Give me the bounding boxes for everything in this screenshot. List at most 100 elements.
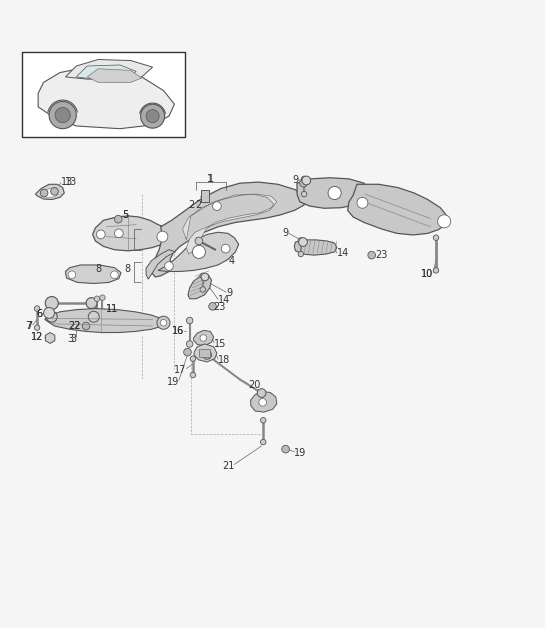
Polygon shape xyxy=(183,194,277,254)
Text: 19: 19 xyxy=(294,448,306,458)
Text: 11: 11 xyxy=(106,303,118,313)
Circle shape xyxy=(259,399,267,406)
Circle shape xyxy=(301,192,307,197)
Circle shape xyxy=(300,180,307,187)
Text: 23: 23 xyxy=(214,303,226,313)
Circle shape xyxy=(51,188,58,195)
Circle shape xyxy=(433,235,439,241)
Circle shape xyxy=(200,335,207,341)
Text: 6: 6 xyxy=(37,309,43,319)
Circle shape xyxy=(261,418,266,423)
Circle shape xyxy=(213,202,221,210)
Bar xyxy=(201,190,209,202)
Circle shape xyxy=(261,440,266,445)
Circle shape xyxy=(46,311,57,322)
Circle shape xyxy=(209,303,216,310)
Circle shape xyxy=(45,296,58,310)
Circle shape xyxy=(55,107,70,122)
Text: 7: 7 xyxy=(27,321,33,331)
Circle shape xyxy=(157,316,170,329)
Circle shape xyxy=(186,317,193,324)
Text: 12: 12 xyxy=(31,332,44,342)
Text: 9: 9 xyxy=(226,288,232,298)
Polygon shape xyxy=(294,240,337,255)
Text: 4: 4 xyxy=(229,256,235,266)
Text: 21: 21 xyxy=(222,460,234,470)
Text: 9: 9 xyxy=(283,229,289,239)
Text: 5: 5 xyxy=(122,210,128,220)
Circle shape xyxy=(195,237,203,245)
Circle shape xyxy=(96,230,105,239)
Text: 7: 7 xyxy=(26,321,32,331)
Text: 23: 23 xyxy=(375,250,387,260)
Circle shape xyxy=(190,356,196,362)
Circle shape xyxy=(94,296,100,301)
Polygon shape xyxy=(348,184,447,235)
Circle shape xyxy=(34,325,40,330)
Text: 12: 12 xyxy=(31,332,44,342)
Circle shape xyxy=(44,308,54,318)
Circle shape xyxy=(257,389,266,398)
Text: 22: 22 xyxy=(68,321,81,331)
Text: 2: 2 xyxy=(189,200,195,210)
Polygon shape xyxy=(41,188,58,197)
Circle shape xyxy=(302,176,311,185)
Text: 1: 1 xyxy=(207,174,213,184)
Polygon shape xyxy=(76,65,136,80)
Text: 14: 14 xyxy=(337,248,349,258)
Circle shape xyxy=(221,244,230,253)
Bar xyxy=(22,52,185,137)
Text: 18: 18 xyxy=(218,355,230,365)
Circle shape xyxy=(299,238,307,246)
Circle shape xyxy=(184,349,191,356)
Circle shape xyxy=(86,298,97,308)
Text: 14: 14 xyxy=(218,295,230,305)
Circle shape xyxy=(357,197,368,208)
Circle shape xyxy=(82,322,90,330)
Text: 3: 3 xyxy=(68,333,74,344)
Text: 3: 3 xyxy=(70,333,76,344)
Circle shape xyxy=(160,320,167,326)
Circle shape xyxy=(438,215,451,228)
Text: 13: 13 xyxy=(65,176,77,187)
Text: 1: 1 xyxy=(208,174,215,184)
Text: 10: 10 xyxy=(421,269,433,279)
Circle shape xyxy=(146,110,159,122)
Circle shape xyxy=(282,445,289,453)
Circle shape xyxy=(298,238,304,243)
Polygon shape xyxy=(152,182,305,277)
Text: 5: 5 xyxy=(122,210,128,220)
Bar xyxy=(199,349,210,357)
Text: 22: 22 xyxy=(68,321,81,331)
Text: 9: 9 xyxy=(293,175,299,185)
Circle shape xyxy=(200,287,205,292)
Polygon shape xyxy=(193,330,214,345)
Text: 11: 11 xyxy=(106,303,118,313)
Text: 16: 16 xyxy=(172,327,184,337)
Circle shape xyxy=(201,273,209,281)
Circle shape xyxy=(88,311,99,322)
Circle shape xyxy=(200,273,205,279)
Circle shape xyxy=(190,372,196,378)
Text: 10: 10 xyxy=(421,269,433,279)
Polygon shape xyxy=(87,68,142,82)
Circle shape xyxy=(157,231,168,242)
Circle shape xyxy=(203,350,211,359)
Polygon shape xyxy=(65,60,153,80)
Circle shape xyxy=(192,246,205,258)
Circle shape xyxy=(114,215,122,223)
Circle shape xyxy=(301,176,307,181)
Text: 13: 13 xyxy=(61,176,73,187)
Circle shape xyxy=(298,251,304,257)
Circle shape xyxy=(368,251,376,259)
Polygon shape xyxy=(146,250,175,279)
Circle shape xyxy=(111,271,118,279)
Polygon shape xyxy=(35,184,64,200)
Polygon shape xyxy=(45,333,55,344)
Circle shape xyxy=(100,295,105,300)
Text: 17: 17 xyxy=(174,365,186,374)
Text: 15: 15 xyxy=(214,339,227,349)
Polygon shape xyxy=(45,308,164,333)
Polygon shape xyxy=(93,216,172,251)
Circle shape xyxy=(186,341,193,347)
